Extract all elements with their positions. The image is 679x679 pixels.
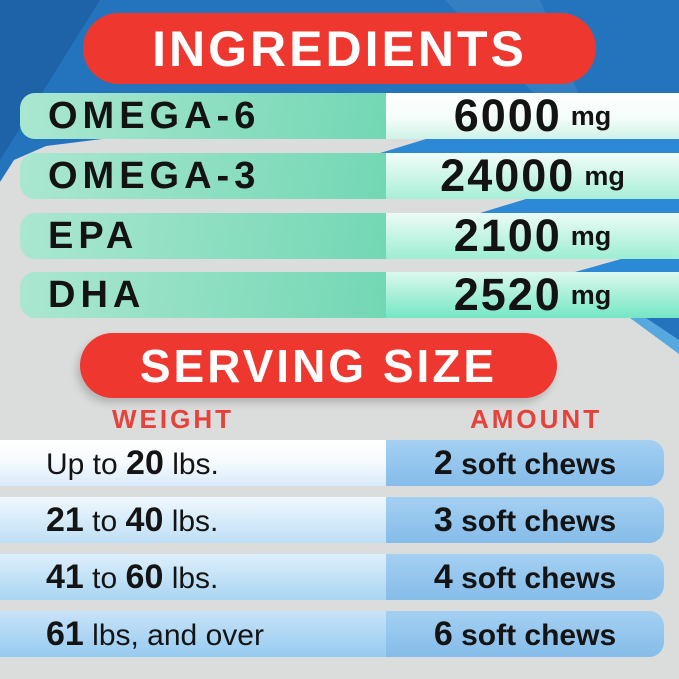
value-text: lbs, and over bbox=[83, 618, 264, 652]
ingredient-unit: mg bbox=[570, 100, 612, 131]
value-text: soft chews bbox=[452, 561, 617, 595]
value-number: 3 bbox=[433, 500, 453, 539]
ingredient-name: DHA bbox=[48, 273, 146, 316]
ingredient-value: 2520 bbox=[453, 272, 562, 318]
weight-value: Up to 20 lbs. bbox=[46, 444, 219, 483]
serving-size-banner: SERVING SIZE bbox=[80, 333, 557, 398]
value-text: to bbox=[83, 561, 126, 595]
value-number: 4 bbox=[433, 557, 453, 596]
ingredient-row: DHA 2520 mg bbox=[20, 272, 679, 318]
ingredient-row: EPA 2100 mg bbox=[20, 213, 679, 259]
weight-cell: 41 to 60 lbs. bbox=[0, 554, 386, 600]
weight-value: 61 lbs, and over bbox=[46, 615, 264, 654]
amount-cell: 3 soft chews bbox=[386, 497, 664, 543]
ingredient-unit: mg bbox=[584, 160, 625, 191]
value-number: 41 bbox=[46, 557, 84, 596]
ingredient-unit: mg bbox=[570, 220, 612, 251]
value-text: to bbox=[83, 504, 126, 538]
amount-value: 4 soft chews bbox=[434, 558, 616, 597]
amount-column-header: AMOUNT bbox=[470, 404, 603, 434]
value-text: soft chews bbox=[452, 447, 617, 481]
amount-cell: 6 soft chews bbox=[386, 611, 664, 657]
ingredient-name: EPA bbox=[48, 214, 139, 257]
ingredient-row: OMEGA-3 24000 mg bbox=[20, 153, 679, 199]
ingredient-value: 2100 bbox=[453, 213, 562, 259]
weight-cell: 21 to 40 lbs. bbox=[0, 497, 386, 543]
serving-row: 61 lbs, and over 6 soft chews bbox=[0, 611, 679, 657]
amount-value: 2 soft chews bbox=[434, 444, 616, 483]
amount-cell: 4 soft chews bbox=[386, 554, 664, 600]
amount-value: 3 soft chews bbox=[434, 501, 616, 540]
value-text: lbs. bbox=[163, 504, 219, 538]
ingredient-name: OMEGA-6 bbox=[48, 94, 261, 137]
value-number: 20 bbox=[126, 443, 164, 482]
ingredient-amount-cell: 2100 mg bbox=[386, 213, 679, 259]
weight-cell: 61 lbs, and over bbox=[0, 611, 386, 657]
serving-row: 21 to 40 lbs. 3 soft chews bbox=[0, 497, 679, 543]
ingredient-amount-cell: 2520 mg bbox=[386, 272, 679, 318]
value-number: 40 bbox=[125, 500, 164, 539]
amount-value: 6 soft chews bbox=[434, 615, 616, 654]
value-text: Up to bbox=[46, 447, 127, 481]
value-number: 21 bbox=[46, 500, 84, 539]
ingredient-name-cell: OMEGA-6 bbox=[20, 93, 386, 139]
value-number: 6 bbox=[433, 614, 453, 653]
ingredient-row: OMEGA-6 6000 mg bbox=[20, 93, 679, 139]
value-text: lbs. bbox=[163, 447, 219, 481]
ingredient-amount-cell: 6000 mg bbox=[386, 93, 679, 139]
ingredient-value: 6000 bbox=[453, 93, 562, 139]
ingredient-value: 24000 bbox=[440, 153, 576, 199]
ingredient-name-cell: OMEGA-3 bbox=[20, 153, 386, 199]
corner-wedge bbox=[630, 318, 679, 354]
value-number: 2 bbox=[433, 443, 453, 482]
value-text: soft chews bbox=[452, 618, 617, 652]
ingredient-amount-cell: 24000 mg bbox=[386, 153, 679, 199]
value-number: 60 bbox=[125, 557, 164, 596]
ingredient-name: OMEGA-3 bbox=[48, 154, 261, 197]
serving-row: 41 to 60 lbs. 4 soft chews bbox=[0, 554, 679, 600]
weight-cell: Up to 20 lbs. bbox=[0, 440, 386, 486]
serving-row: Up to 20 lbs. 2 soft chews bbox=[0, 440, 679, 486]
value-number: 61 bbox=[46, 614, 84, 653]
ingredients-banner: INGREDIENTS bbox=[83, 13, 596, 84]
weight-column-header: WEIGHT bbox=[112, 404, 234, 434]
ingredient-unit: mg bbox=[570, 279, 612, 310]
ingredient-name-cell: DHA bbox=[20, 272, 386, 318]
ingredient-name-cell: EPA bbox=[20, 213, 386, 259]
value-text: soft chews bbox=[452, 504, 617, 538]
weight-value: 41 to 60 lbs. bbox=[46, 558, 218, 597]
chevron-strip bbox=[380, 139, 679, 153]
amount-cell: 2 soft chews bbox=[386, 440, 664, 486]
chevron-strip bbox=[480, 199, 679, 213]
weight-value: 21 to 40 lbs. bbox=[46, 501, 218, 540]
value-text: lbs. bbox=[163, 561, 219, 595]
